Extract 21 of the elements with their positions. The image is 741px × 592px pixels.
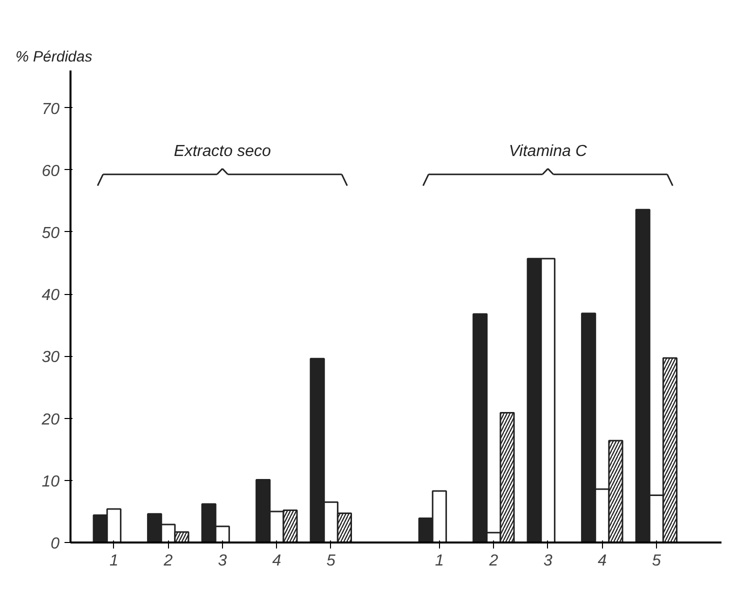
- x-tick-label: 2: [488, 552, 498, 570]
- annotation: Vitamina C: [508, 143, 588, 160]
- y-tick-label: 10: [42, 473, 60, 490]
- y-tick-label: 70: [42, 100, 60, 118]
- y-tick-label: 40: [42, 287, 60, 304]
- annotation: Extracto seco: [174, 143, 271, 160]
- x-tick-label: 2: [162, 552, 173, 570]
- x-tick-label: 5: [652, 552, 661, 570]
- y-tick-label: 50: [42, 224, 60, 242]
- y-axis-title: % Pérdidas: [16, 48, 93, 66]
- x-tick-label: 1: [109, 552, 118, 570]
- x-tick-label: 3: [543, 552, 552, 570]
- y-tick-label: 60: [42, 162, 60, 180]
- x-tick-label: 1: [434, 552, 444, 570]
- y-tick-label: 30: [42, 349, 60, 366]
- y-tick-label: 0: [50, 536, 60, 552]
- y-tick-label: 20: [40, 411, 60, 428]
- x-tick-label: 3: [218, 552, 227, 570]
- x-tick-label: 5: [326, 552, 336, 570]
- x-tick-label: 4: [598, 552, 607, 570]
- x-tick-label: 4: [272, 552, 282, 570]
